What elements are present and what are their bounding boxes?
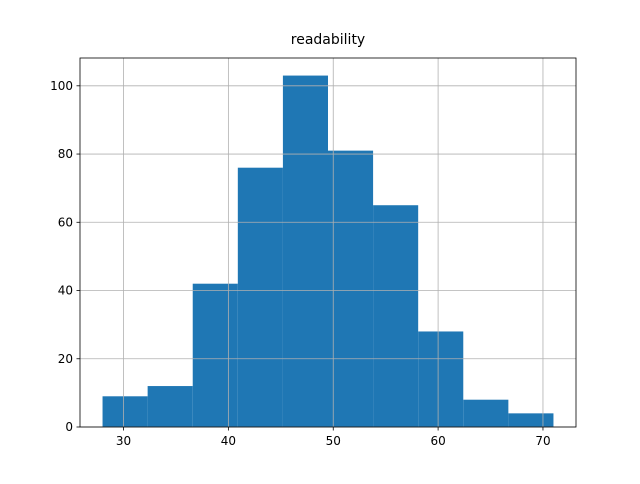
y-tick-label: 40: [58, 284, 73, 298]
y-tick-label: 80: [58, 147, 73, 161]
plot-frame: [79, 57, 577, 428]
y-tick-label: 60: [58, 215, 73, 229]
bar: [192, 283, 238, 427]
y-tick-label: 0: [65, 420, 73, 434]
bar: [328, 150, 374, 427]
x-tick-label: 40: [221, 434, 236, 448]
y-tick-label: 100: [50, 79, 73, 93]
bar: [418, 331, 464, 427]
bar: [102, 396, 148, 427]
bar: [282, 75, 328, 428]
bar: [508, 413, 554, 427]
bar: [373, 205, 419, 427]
x-tick-label: 60: [430, 434, 445, 448]
x-tick-label: 50: [326, 434, 341, 448]
x-tick-label: 70: [535, 434, 550, 448]
x-tick-label: 30: [116, 434, 131, 448]
bar: [237, 167, 283, 427]
chart-title: readability: [291, 32, 365, 48]
bar: [463, 399, 509, 427]
y-tick-label: 20: [58, 352, 73, 366]
bar: [147, 386, 193, 427]
